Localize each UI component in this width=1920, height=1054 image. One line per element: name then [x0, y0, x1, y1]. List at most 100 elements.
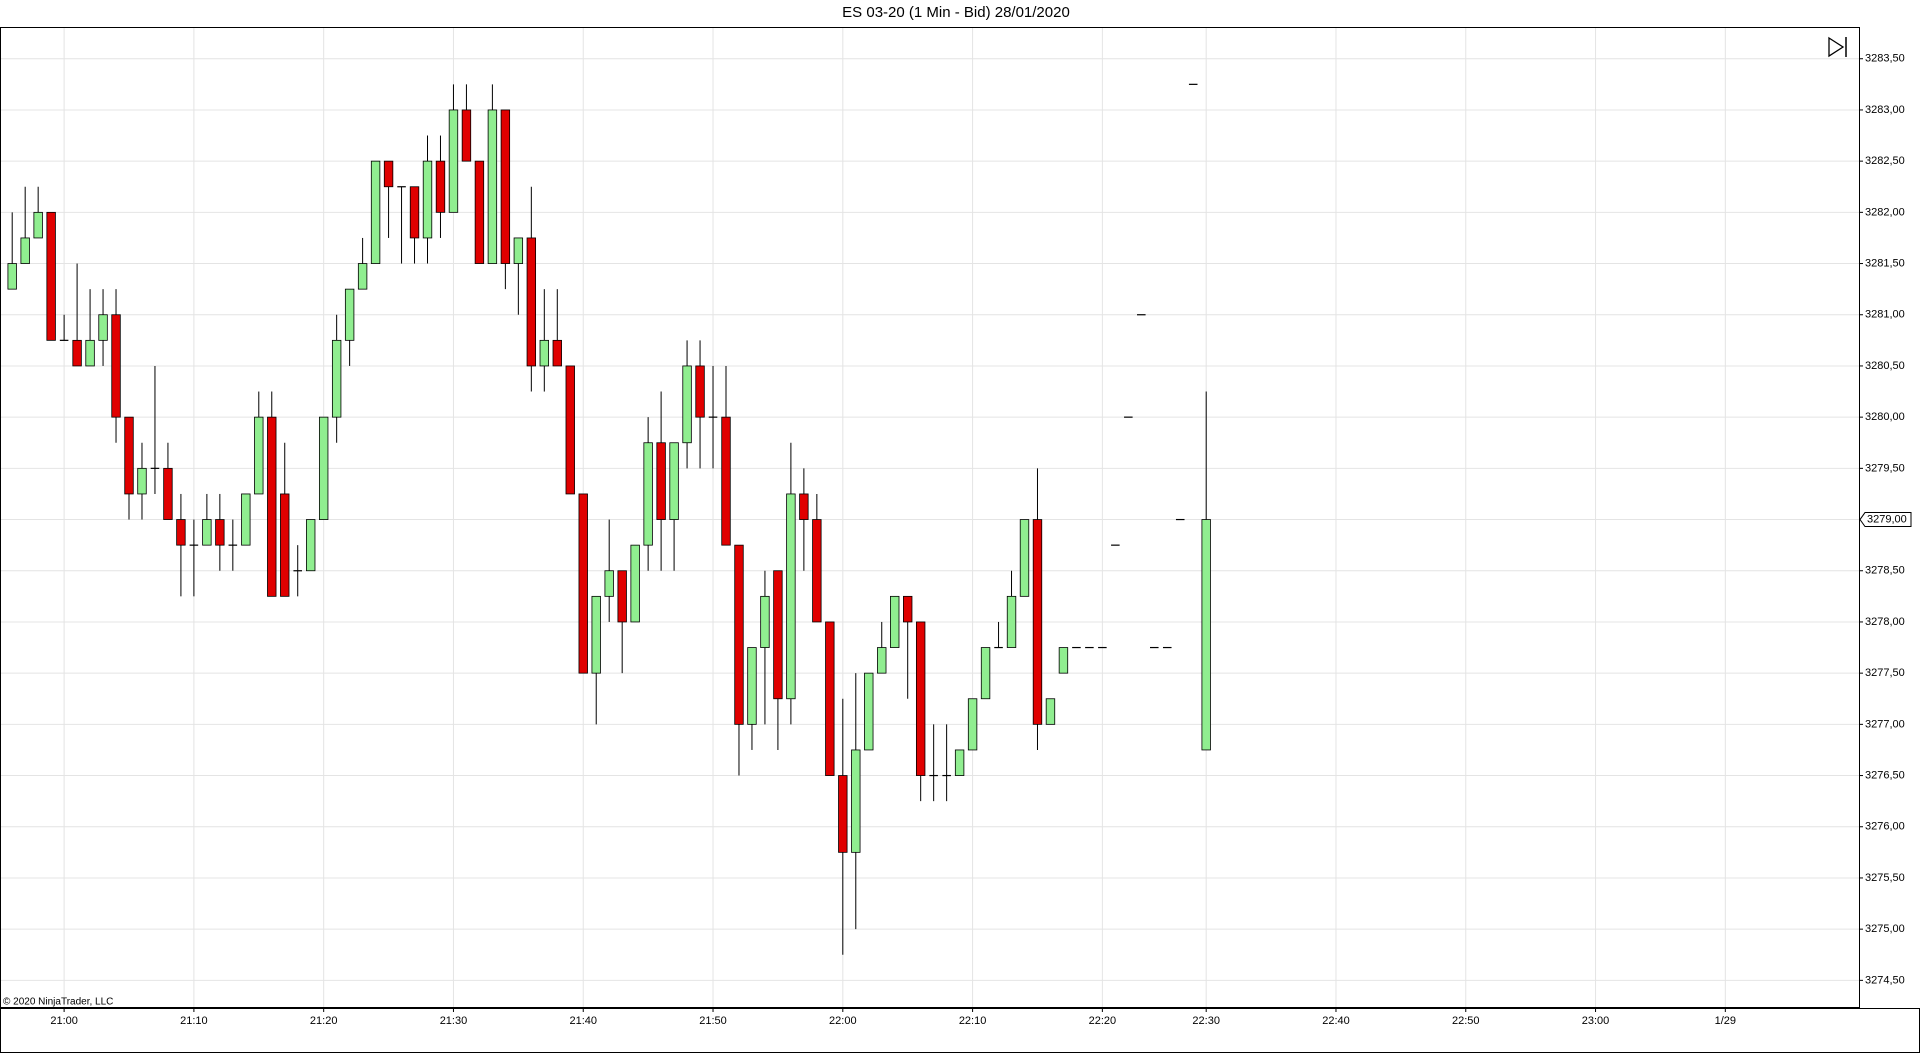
candle-body	[773, 570, 783, 700]
x-tick-label: 21:00	[50, 1015, 78, 1027]
x-tick-label: 23:00	[1582, 1015, 1610, 1027]
candle-body	[825, 621, 835, 776]
candle-body	[591, 595, 601, 674]
candle-body	[526, 237, 537, 367]
candle-body	[838, 775, 848, 853]
y-tick-label: 3278,50	[1865, 565, 1905, 577]
chart-title: ES 03-20 (1 Min - Bid) 28/01/2020	[842, 4, 1070, 21]
x-tick-label: 21:40	[569, 1015, 597, 1027]
candle-body	[604, 570, 614, 597]
candle-body	[877, 647, 887, 674]
candle-body	[500, 109, 511, 264]
y-tick-label: 3275,50	[1865, 872, 1905, 884]
candle-body	[630, 544, 640, 623]
candle-body	[202, 519, 212, 546]
candle-body	[967, 698, 978, 751]
candle-body	[215, 519, 225, 546]
candle-body	[578, 493, 588, 674]
y-tick-label: 3276,00	[1865, 821, 1905, 833]
scroll-to-end-button[interactable]	[1828, 36, 1847, 58]
candle-body	[331, 339, 342, 418]
candle-body	[370, 160, 381, 264]
candle-body	[487, 109, 498, 264]
candle-body	[1045, 698, 1056, 725]
candle-body	[176, 519, 186, 546]
candle-body	[760, 595, 770, 648]
candle-body	[7, 263, 17, 290]
x-tick-label: 21:10	[180, 1015, 208, 1027]
candle-body	[1032, 519, 1043, 725]
candle-body	[357, 263, 368, 290]
candle-body	[695, 365, 705, 418]
candle-body	[280, 493, 290, 597]
y-tick-label: 3280,50	[1865, 360, 1905, 372]
candle-body	[799, 493, 809, 520]
x-tick-label: 21:50	[699, 1015, 727, 1027]
candle-body	[565, 365, 575, 495]
candle-body	[552, 339, 562, 367]
candle-body	[163, 467, 173, 520]
candle-body	[915, 621, 926, 776]
candle-body	[318, 416, 329, 520]
candle-body	[954, 749, 965, 776]
y-tick-label: 3282,50	[1865, 155, 1905, 167]
candle-body	[617, 570, 627, 623]
y-tick-label: 3281,50	[1865, 257, 1905, 269]
candle-body	[903, 595, 913, 623]
candle-body	[422, 160, 433, 239]
candle-body	[137, 467, 147, 495]
y-tick-label: 3276,50	[1865, 769, 1905, 781]
candles	[7, 83, 1211, 955]
plot-frame	[0, 27, 1860, 1008]
y-tick-label: 3282,00	[1865, 206, 1905, 218]
candle-body	[72, 339, 82, 367]
y-tick-label: 3283,50	[1865, 53, 1905, 65]
candle-body	[734, 544, 744, 725]
candle-body	[682, 365, 692, 444]
x-tick-label: 22:50	[1452, 1015, 1480, 1027]
play-icon[interactable]	[1828, 36, 1845, 58]
candle-body	[306, 519, 316, 572]
candle-body	[46, 211, 56, 341]
x-tick-label: 21:20	[310, 1015, 338, 1027]
candle-body	[747, 647, 757, 725]
x-tick-label: 22:30	[1192, 1015, 1220, 1027]
y-tick-label: 3283,00	[1865, 104, 1905, 116]
candle-body	[539, 339, 549, 367]
y-tick-label: 3275,00	[1865, 923, 1905, 935]
x-tick-label: 22:00	[829, 1015, 857, 1027]
candle-body	[85, 339, 95, 367]
x-tick-label: 22:10	[959, 1015, 987, 1027]
last-price-marker	[1859, 512, 1912, 528]
candle-body	[513, 237, 524, 264]
candle-body	[383, 160, 394, 188]
candle-body	[98, 314, 108, 341]
x-tick-label: 22:20	[1089, 1015, 1117, 1027]
candle-body	[1006, 595, 1017, 648]
candle-body	[254, 416, 264, 495]
candle-body	[124, 416, 134, 495]
candle-body	[474, 160, 485, 264]
candle-body	[643, 442, 653, 546]
x-tick-label: 1/29	[1715, 1015, 1736, 1027]
y-tick-label: 3277,50	[1865, 667, 1905, 679]
y-tick-label: 3274,50	[1865, 974, 1905, 986]
last-price-label: 3279,00	[1867, 513, 1907, 525]
candle-body	[1058, 647, 1069, 674]
candle-body	[1201, 519, 1211, 751]
candle-body	[267, 416, 277, 597]
candle-body	[721, 416, 731, 546]
candle-body	[851, 749, 861, 853]
candle-body	[890, 595, 900, 648]
y-tick-label: 3279,50	[1865, 462, 1905, 474]
copyright: © 2020 NinjaTrader, LLC	[3, 997, 113, 1008]
candle-body	[786, 493, 796, 700]
x-tick-label: 21:30	[440, 1015, 468, 1027]
y-tick-label: 3278,00	[1865, 616, 1905, 628]
y-tick-label: 3277,00	[1865, 718, 1905, 730]
candle-body	[669, 442, 679, 520]
candle-body	[812, 519, 822, 623]
candle-body	[241, 493, 251, 546]
y-tick-label: 3281,00	[1865, 309, 1905, 321]
